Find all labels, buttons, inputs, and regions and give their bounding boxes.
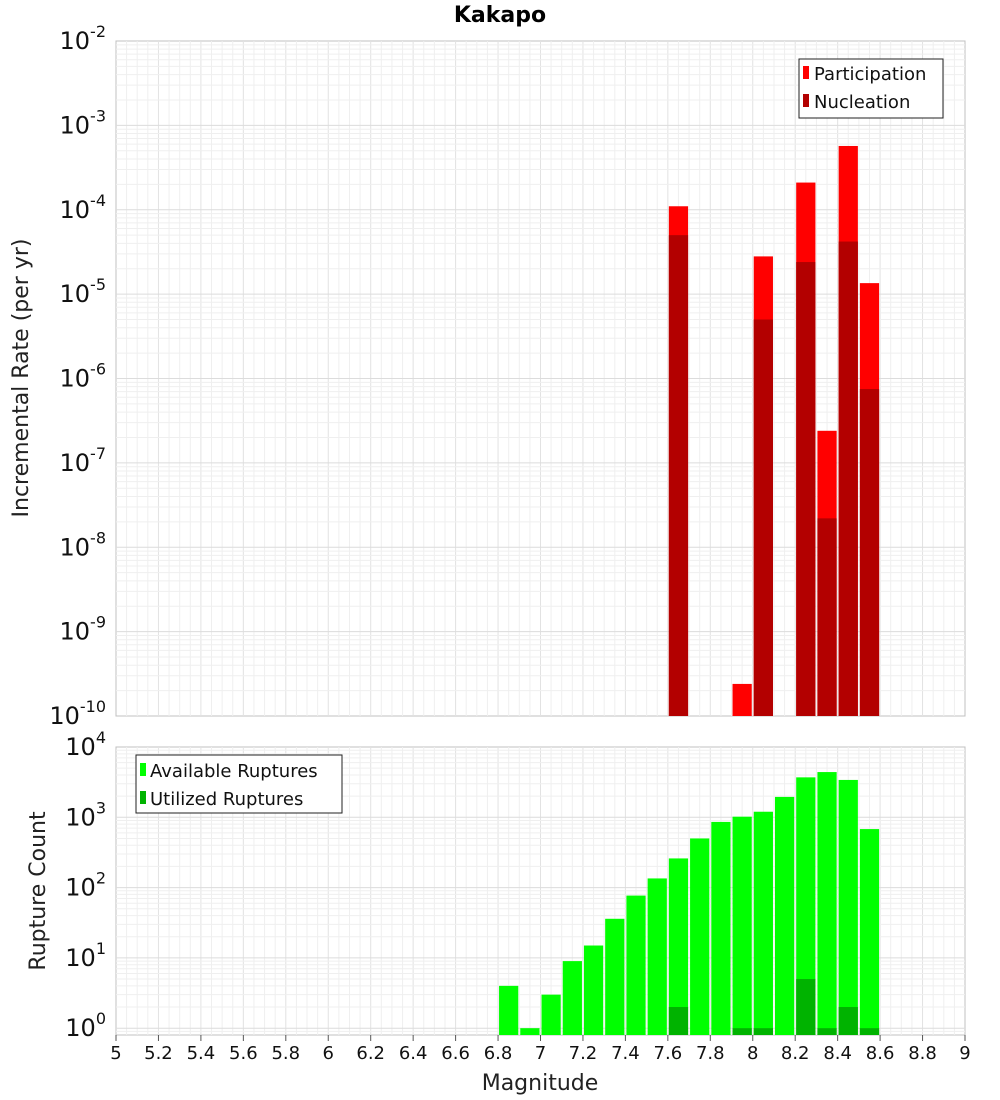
count-bar-utilized-ruptures [859, 1028, 880, 1035]
legend-label-participation: Participation [814, 64, 926, 85]
x-tick-label: 6 [323, 1043, 334, 1064]
count-bar-utilized-ruptures [838, 1007, 858, 1035]
x-tick-label: 7.4 [611, 1043, 640, 1064]
rate-panel: 10-2 10-3 10-4 10-5 10-6 10-7 10-8 10-9 10-10 In… [9, 22, 966, 730]
count-panel: 104 103 102 101 100 5 5.2 5.4 5.6 5.8 6 6.2 6.4 6.6 6… [26, 728, 971, 1096]
count-bar-utilized-ruptures [817, 1028, 837, 1035]
count-bars [499, 772, 880, 1035]
count-bar-utilized-ruptures [796, 979, 816, 1035]
x-tick-label: 5.4 [187, 1043, 216, 1064]
x-tick-label: 7.6 [654, 1043, 683, 1064]
count-bar-utilized-ruptures [732, 1028, 752, 1035]
count-bar-available-ruptures [583, 945, 604, 1035]
x-tick-label: 5.6 [229, 1043, 258, 1064]
count-bar-available-ruptures [732, 816, 752, 1035]
x-tick-label: 8.2 [781, 1043, 810, 1064]
count-bar-available-ruptures [753, 811, 773, 1035]
legend-label-available: Available Ruptures [150, 761, 318, 782]
x-tick-label: 9 [959, 1043, 970, 1064]
count-bar-available-ruptures [859, 829, 880, 1035]
count-y-axis-label: Rupture Count [26, 811, 51, 971]
x-tick-label: 7.2 [569, 1043, 598, 1064]
count-bar-available-ruptures [647, 878, 667, 1035]
legend-swatch-nucleation [803, 94, 809, 107]
rate-y-tick-label: 10-7 [60, 444, 107, 477]
x-tick-label: 8.8 [908, 1043, 937, 1064]
rate-y-tick-label: 10-4 [60, 191, 107, 224]
count-y-tick-label: 101 [65, 939, 106, 972]
x-tick-label: 6.4 [399, 1043, 428, 1064]
x-tick-label: 6.8 [484, 1043, 513, 1064]
legend-swatch-utilized [140, 791, 146, 804]
rate-y-axis-label: Incremental Rate (per yr) [9, 239, 34, 518]
x-tick-label: 8.4 [823, 1043, 852, 1064]
count-bar-available-ruptures [626, 895, 646, 1035]
rate-y-tick-label: 10-3 [60, 106, 107, 139]
rate-bars [668, 145, 880, 717]
legend-swatch-participation [803, 66, 809, 79]
rate-grid [116, 41, 965, 716]
rate-bar-nucleation [817, 518, 837, 716]
rate-bar-participation [732, 683, 752, 716]
count-y-tick-label: 100 [65, 1009, 106, 1042]
rate-y-tick-label: 10-10 [49, 697, 106, 730]
count-bar-utilized-ruptures [668, 1007, 689, 1035]
x-tick-label: 6.6 [441, 1043, 470, 1064]
rate-y-tick-label: 10-2 [60, 22, 107, 55]
rate-bar-nucleation [668, 235, 689, 716]
x-tick-label: 8 [747, 1043, 758, 1064]
x-tick-label: 5 [110, 1043, 121, 1064]
rate-y-tick-label: 10-5 [60, 275, 107, 308]
chart-title: Kakapo [454, 3, 546, 28]
count-bar-utilized-ruptures [753, 1028, 773, 1035]
count-y-tick-label: 104 [65, 728, 106, 761]
x-tick-label: 8.6 [866, 1043, 895, 1064]
x-tick-label: 7.8 [696, 1043, 725, 1064]
rate-y-tick-label: 10-6 [60, 360, 107, 393]
rate-bar-nucleation [859, 389, 880, 716]
x-tick-label: 7 [535, 1043, 546, 1064]
x-tick-label: 5.8 [271, 1043, 300, 1064]
rate-bar-nucleation [796, 262, 816, 716]
rate-y-ticks: 10-2 10-3 10-4 10-5 10-6 10-7 10-8 10-9 10-10 [49, 22, 106, 730]
count-bar-available-ruptures [520, 1028, 540, 1035]
count-bar-available-ruptures [541, 994, 561, 1035]
count-y-ticks: 104 103 102 101 100 [65, 728, 106, 1042]
count-bar-available-ruptures [711, 821, 731, 1035]
legend-label-utilized: Utilized Ruptures [150, 789, 303, 810]
count-bar-available-ruptures [817, 772, 837, 1035]
rate-legend: Participation Nucleation [798, 58, 944, 119]
rate-bar-nucleation [753, 319, 773, 716]
count-bar-available-ruptures [499, 985, 519, 1035]
count-bar-available-ruptures [838, 779, 858, 1035]
legend-swatch-available [140, 763, 146, 776]
count-bar-available-ruptures [774, 796, 795, 1035]
count-bar-available-ruptures [668, 858, 689, 1035]
count-y-tick-label: 102 [65, 869, 106, 902]
x-tick-label: 6.2 [356, 1043, 385, 1064]
count-legend: Available Ruptures Utilized Ruptures [135, 754, 343, 814]
rate-bar-nucleation [838, 241, 858, 717]
count-y-tick-label: 103 [65, 798, 106, 831]
count-bar-available-ruptures [690, 838, 710, 1035]
rate-y-tick-label: 10-9 [60, 613, 107, 646]
x-axis-label: Magnitude [482, 1071, 599, 1096]
rate-y-tick-label: 10-8 [60, 528, 107, 561]
x-tick-label: 5.2 [144, 1043, 173, 1064]
count-bar-available-ruptures [605, 918, 625, 1035]
magnitude-x-ticks: 5 5.2 5.4 5.6 5.8 6 6.2 6.4 6.6 6.8 7 7.2 7.4 7.6 7.8 8… [110, 1035, 971, 1064]
count-bar-available-ruptures [562, 961, 582, 1035]
legend-label-nucleation: Nucleation [814, 92, 910, 113]
count-bar-available-ruptures [796, 777, 816, 1035]
